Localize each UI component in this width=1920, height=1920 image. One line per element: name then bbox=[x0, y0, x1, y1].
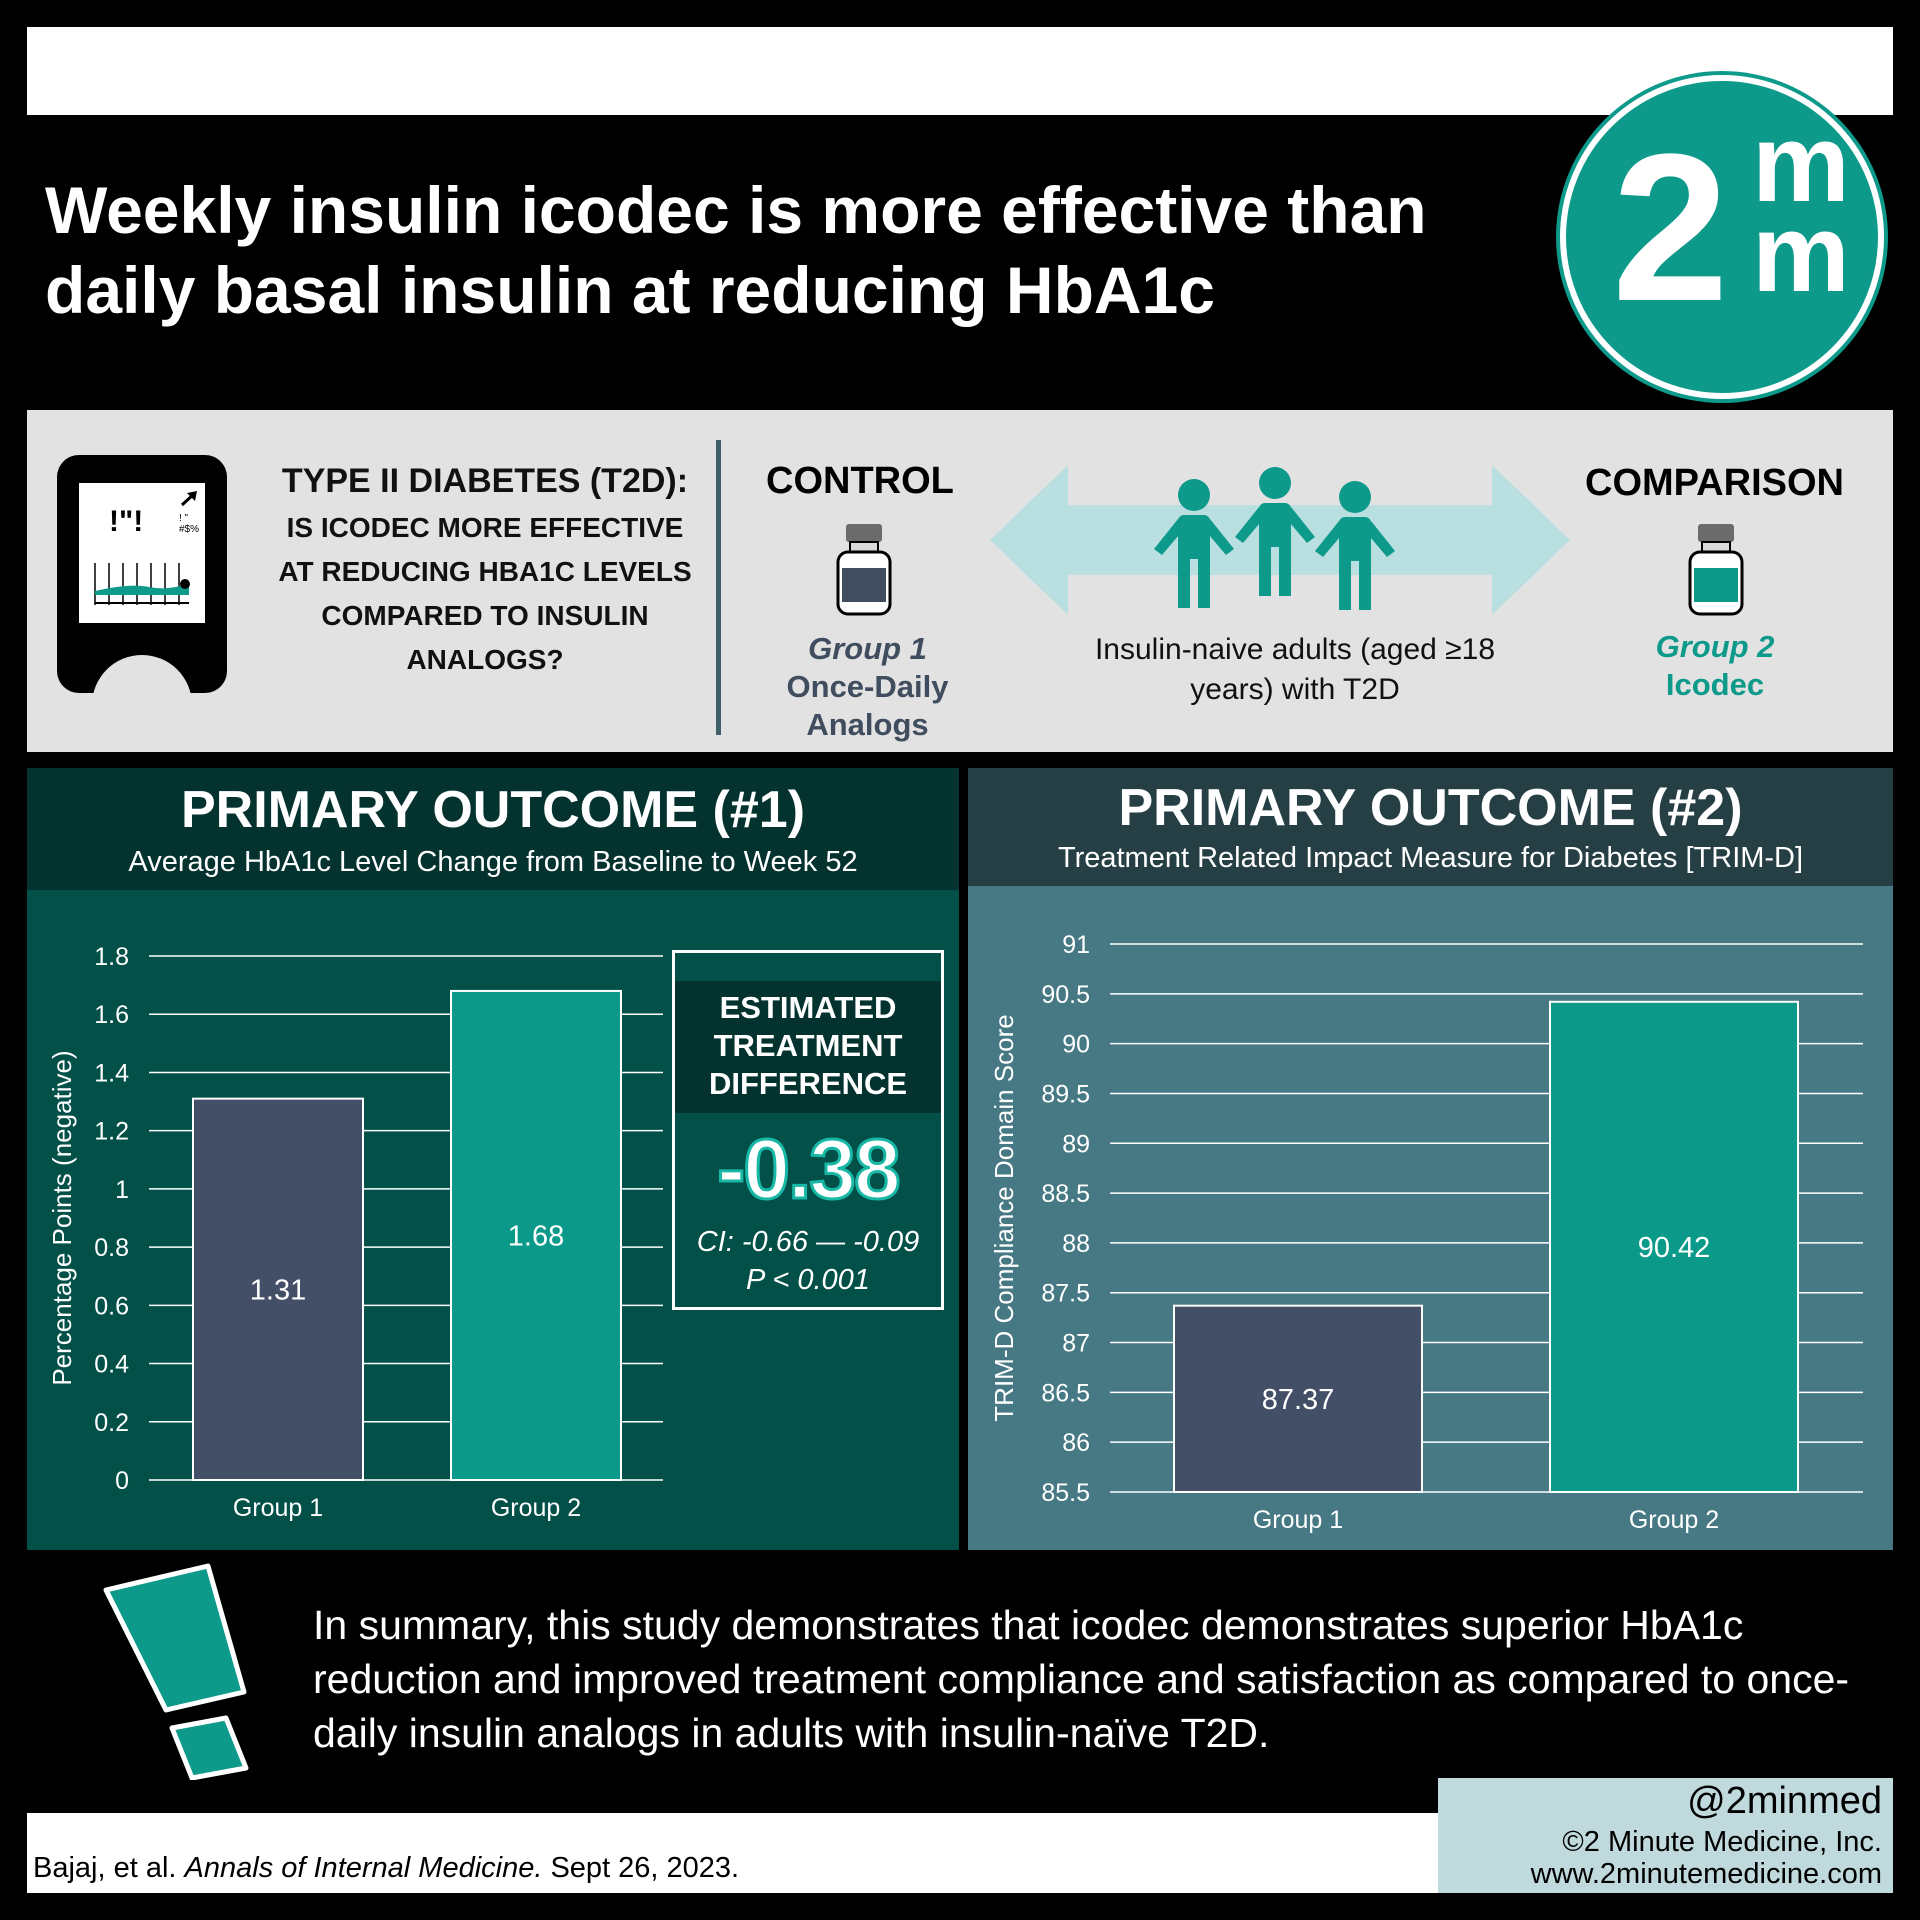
outcome1-subtitle: Average HbA1c Level Change from Baseline… bbox=[128, 846, 858, 878]
comparison-group-name: Group 2 bbox=[1655, 629, 1775, 664]
etd-ci: CI: -0.66 — -0.09 bbox=[696, 1226, 920, 1258]
y-tick-label: 0 bbox=[115, 1467, 129, 1495]
outcome1-header bbox=[27, 768, 959, 890]
etd-stats: CI: -0.66 — -0.09 P < 0.001 bbox=[675, 1223, 941, 1299]
y-tick-label: 87 bbox=[1062, 1330, 1090, 1358]
outcome1-chart: 0 0.2 0.4 0.6 0.8 1 1.2 1.4 1.6 1.8 1.31 Group 1 1.6… bbox=[47, 943, 663, 1522]
study-design-band bbox=[27, 410, 1893, 752]
summary-band bbox=[75, 1565, 1893, 1813]
bar bbox=[1549, 1000, 1799, 1493]
outcome1-title: PRIMARY OUTCOME (#1) bbox=[180, 781, 806, 839]
y-tick-label: 1.2 bbox=[94, 1118, 129, 1146]
page-title: Weekly insulin icodec is more effective … bbox=[45, 173, 1427, 327]
y-tick-label: 90.5 bbox=[1041, 981, 1090, 1009]
x-tick-label: Group 1 bbox=[1253, 1506, 1343, 1534]
control-group-text: Group 1 Once-Daily Analogs bbox=[760, 630, 975, 744]
bar-value-label: 1.31 bbox=[250, 1274, 306, 1306]
bar-value-label: 1.68 bbox=[508, 1220, 564, 1252]
citation-date: Sept 26, 2023. bbox=[542, 1852, 740, 1884]
question-title: TYPE II DIABETES (T2D): bbox=[281, 462, 689, 500]
y-tick-label: 88 bbox=[1062, 1230, 1090, 1258]
population-text: Insulin-naive adults (aged ≥18 years) wi… bbox=[1094, 633, 1496, 706]
bar bbox=[192, 1097, 364, 1481]
etd-box: ESTIMATED TREATMENT DIFFERENCE -0.38 CI:… bbox=[672, 950, 944, 1310]
meter-slot bbox=[92, 655, 192, 705]
y-tick-label: 0.8 bbox=[94, 1234, 129, 1262]
logo-digit: 2 bbox=[1612, 110, 1729, 345]
control-vial-icon bbox=[836, 524, 892, 616]
citation: Bajaj, et al. Annals of Internal Medicin… bbox=[33, 1852, 740, 1885]
control-label: CONTROL bbox=[766, 460, 954, 502]
comparison-group-detail: Icodec bbox=[1665, 667, 1765, 702]
etd-p: P < 0.001 bbox=[746, 1264, 870, 1296]
y-tick-label: 0.4 bbox=[94, 1351, 129, 1379]
bar bbox=[1173, 1304, 1423, 1493]
x-tick-label: Group 1 bbox=[233, 1494, 323, 1522]
summary-text: In summary, this study demonstrates that… bbox=[313, 1602, 1850, 1756]
y-tick-label: 86 bbox=[1062, 1429, 1090, 1457]
y-tick-label: 1 bbox=[115, 1176, 129, 1204]
comparison-label: COMPARISON bbox=[1585, 462, 1844, 504]
citation-authors: Bajaj, et al. bbox=[33, 1852, 185, 1884]
y-tick-label: 1.6 bbox=[94, 1001, 129, 1029]
top-white-band bbox=[27, 27, 1893, 115]
logo-letter-bottom: m bbox=[1752, 192, 1850, 315]
logo-letter-top: m bbox=[1752, 102, 1850, 225]
outcome2-header bbox=[968, 768, 1893, 886]
comparison-vial-icon bbox=[1688, 524, 1744, 616]
outcome2-chart: 85.5 86 86.5 87 87.5 88 88.5 89 89.5 90 90.5 91 87.3… bbox=[989, 931, 1863, 1534]
study-question: TYPE II DIABETES (T2D): IS ICODEC MORE E… bbox=[270, 460, 700, 682]
outcome2-subtitle: Treatment Related Impact Measure for Dia… bbox=[1057, 842, 1804, 874]
x-tick-label: Group 2 bbox=[491, 1494, 581, 1522]
website-link[interactable]: www.2minutemedicine.com bbox=[1530, 1858, 1882, 1890]
control-group-name: Group 1 bbox=[808, 631, 927, 666]
y-tick-label: 90 bbox=[1062, 1031, 1090, 1059]
y-tick-label: 91 bbox=[1062, 931, 1090, 959]
y-tick-label: 88.5 bbox=[1041, 1180, 1090, 1208]
meter-screen: !"! ! " #$% bbox=[79, 483, 205, 623]
bar-value-label: 90.42 bbox=[1638, 1232, 1711, 1264]
bar-value-label: 87.37 bbox=[1262, 1384, 1335, 1416]
meter-screen-text: !"! bbox=[109, 505, 144, 538]
y-tick-label: 85.5 bbox=[1041, 1479, 1090, 1507]
credit-box bbox=[1438, 1778, 1893, 1893]
y-axis-label: Percentage Points (negative) bbox=[47, 1050, 77, 1385]
y-tick-label: 89 bbox=[1062, 1130, 1090, 1158]
y-tick-label: 87.5 bbox=[1041, 1280, 1090, 1308]
question-body: IS ICODEC MORE EFFECTIVE AT REDUCING HBA… bbox=[278, 512, 692, 675]
people-icon bbox=[1154, 467, 1395, 610]
twitter-handle: @2minmed bbox=[1687, 1780, 1882, 1822]
etd-value: -0.38 bbox=[716, 1121, 902, 1218]
exclamation-icon bbox=[103, 1563, 249, 1780]
y-tick-label: 1.8 bbox=[94, 943, 129, 971]
y-axis-label: TRIM-D Compliance Domain Score bbox=[989, 1014, 1019, 1421]
2minutemedicine-logo: 2 m m ™ bbox=[1560, 75, 1884, 399]
y-tick-label: 0.2 bbox=[94, 1409, 129, 1437]
y-tick-label: 86.5 bbox=[1041, 1379, 1090, 1407]
outcome2-title: PRIMARY OUTCOME (#2) bbox=[1118, 779, 1743, 837]
y-tick-label: 89.5 bbox=[1041, 1080, 1090, 1108]
citation-journal: Annals of Internal Medicine. bbox=[184, 1852, 543, 1884]
bar bbox=[450, 989, 622, 1482]
meter-graph-icon bbox=[94, 491, 197, 605]
section-divider bbox=[716, 440, 721, 735]
etd-heading: ESTIMATED TREATMENT DIFFERENCE bbox=[675, 981, 941, 1113]
meter-screen-side-text: ! " #$% bbox=[179, 513, 200, 535]
logo-trademark: ™ bbox=[1828, 151, 1840, 165]
copyright: ©2 Minute Medicine, Inc. bbox=[1562, 1826, 1882, 1858]
comparison-group-text: Group 2 Icodec bbox=[1605, 628, 1825, 704]
glucose-meter-icon: !"! ! " #$% bbox=[57, 455, 227, 705]
control-group-detail: Once-Daily Analogs bbox=[786, 669, 949, 742]
y-tick-label: 1.4 bbox=[94, 1059, 129, 1087]
y-tick-label: 0.6 bbox=[94, 1292, 129, 1320]
x-tick-label: Group 2 bbox=[1629, 1506, 1719, 1534]
